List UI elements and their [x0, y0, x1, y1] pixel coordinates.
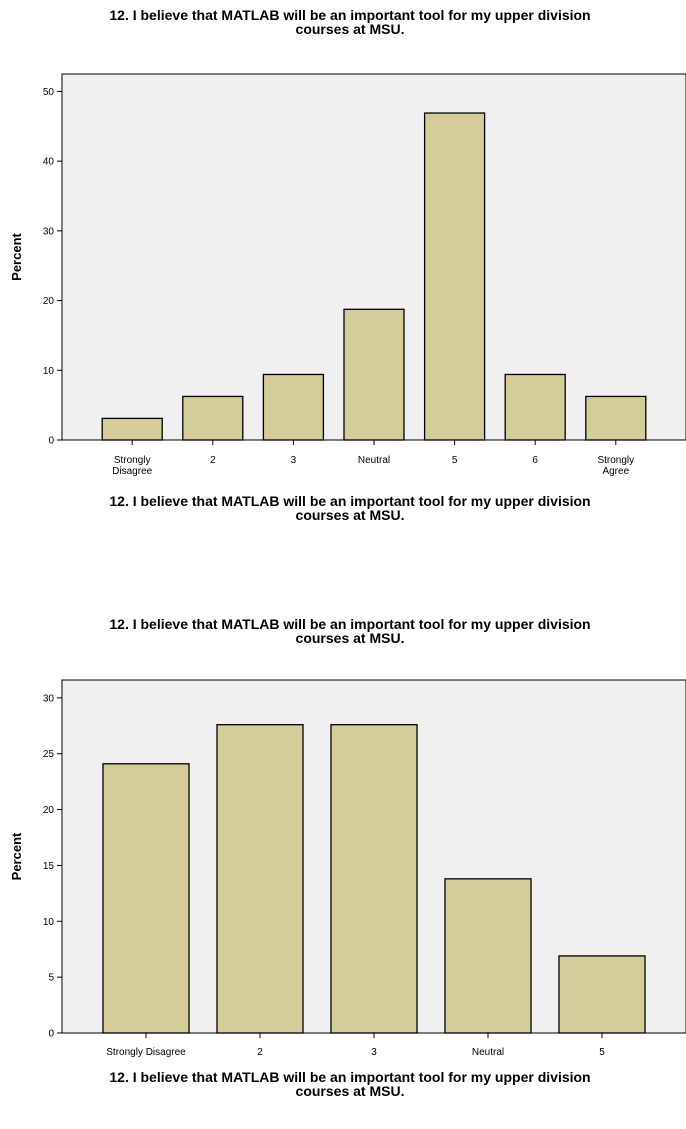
bar [102, 763, 190, 1034]
y-tick-label: 25 [43, 749, 55, 760]
x-axis-label-line-2: courses at MSU. [296, 1083, 405, 1099]
x-tick-label: Neutral [472, 1047, 504, 1058]
y-tick-label: 15 [43, 861, 55, 872]
y-tick-label: 0 [48, 436, 54, 447]
y-tick-label: 30 [43, 226, 55, 237]
x-tick-label: 5 [452, 455, 458, 466]
x-tick-label: Agree [602, 466, 629, 477]
y-tick-label: 5 [48, 973, 54, 984]
bar [558, 955, 646, 1034]
bar [423, 112, 486, 441]
x-tick-label: Strongly [114, 455, 151, 466]
y-tick-label: 10 [43, 366, 55, 377]
chart-title-line-2: courses at MSU. [296, 21, 405, 37]
bar [216, 724, 304, 1034]
x-axis-label-line-1: 12. I believe that MATLAB will be an imp… [109, 493, 590, 509]
y-tick-label: 40 [43, 157, 55, 168]
x-tick-label: 2 [257, 1047, 263, 1058]
x-tick-label: Neutral [358, 455, 390, 466]
x-tick-label: 2 [210, 455, 216, 466]
x-tick-label: Strongly [597, 455, 634, 466]
y-axis-label: Percent [9, 832, 24, 880]
chart-title-line-2: courses at MSU. [296, 630, 405, 646]
bar [330, 724, 418, 1034]
bar [262, 373, 325, 441]
x-tick-label: 5 [599, 1047, 605, 1058]
y-tick-label: 20 [43, 296, 55, 307]
bar [182, 395, 244, 441]
x-tick-label: Disagree [112, 466, 152, 477]
x-tick-label: 6 [532, 455, 538, 466]
x-axis-label-line-1: 12. I believe that MATLAB will be an imp… [109, 1069, 590, 1085]
x-tick-label: 3 [371, 1047, 377, 1058]
x-tick-label: 3 [291, 455, 297, 466]
bar [504, 373, 566, 441]
chart-1: 12. I believe that MATLAB will be an imp… [9, 7, 686, 523]
bar [444, 878, 532, 1034]
y-tick-label: 20 [43, 805, 55, 816]
y-axis-label: Percent [9, 232, 24, 280]
x-axis-label-line-2: courses at MSU. [296, 507, 405, 523]
chart-title-line-1: 12. I believe that MATLAB will be an imp… [109, 616, 590, 632]
y-tick-label: 10 [43, 917, 55, 928]
bar [343, 308, 405, 441]
bar [585, 395, 647, 441]
chart-2: 12. I believe that MATLAB will be an imp… [9, 616, 686, 1099]
chart-title-line-1: 12. I believe that MATLAB will be an imp… [109, 7, 590, 23]
x-tick-label: Strongly Disagree [106, 1047, 186, 1058]
y-tick-label: 0 [48, 1029, 54, 1040]
y-tick-label: 30 [43, 693, 55, 704]
bar [101, 417, 163, 441]
y-tick-label: 50 [43, 87, 55, 98]
